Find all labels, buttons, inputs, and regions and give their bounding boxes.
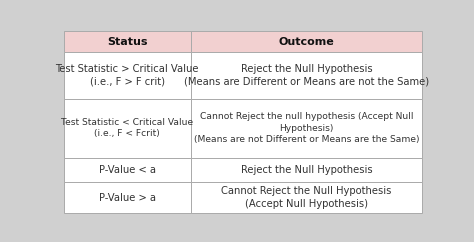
Bar xyxy=(64,98,191,158)
Text: Test Statistic < Critical Value
(i.e., F < Fcrit): Test Statistic < Critical Value (i.e., F… xyxy=(61,118,193,138)
Text: Status: Status xyxy=(107,37,147,47)
Text: P-Value < a: P-Value < a xyxy=(99,165,156,175)
Bar xyxy=(191,158,422,182)
Bar xyxy=(64,31,191,52)
Bar xyxy=(191,31,422,52)
Text: Reject the Null Hypothesis
(Means are Different or Means are not the Same): Reject the Null Hypothesis (Means are Di… xyxy=(184,64,429,87)
Bar xyxy=(191,182,422,213)
Text: Cannot Reject the Null Hypothesis
(Accept Null Hypothesis): Cannot Reject the Null Hypothesis (Accep… xyxy=(221,186,392,209)
Text: P-Value > a: P-Value > a xyxy=(99,193,156,203)
Text: Outcome: Outcome xyxy=(279,37,335,47)
Bar xyxy=(191,98,422,158)
Bar xyxy=(64,158,191,182)
Text: Cannot Reject the null hypothesis (Accept Null
Hypothesis)
(Means are not Differ: Cannot Reject the null hypothesis (Accep… xyxy=(194,112,419,144)
Bar xyxy=(64,52,191,98)
Text: Test Statistic > Critical Value
(i.e., F > F crit): Test Statistic > Critical Value (i.e., F… xyxy=(55,64,199,87)
Bar xyxy=(191,52,422,98)
Bar xyxy=(64,182,191,213)
Text: Reject the Null Hypothesis: Reject the Null Hypothesis xyxy=(241,165,373,175)
